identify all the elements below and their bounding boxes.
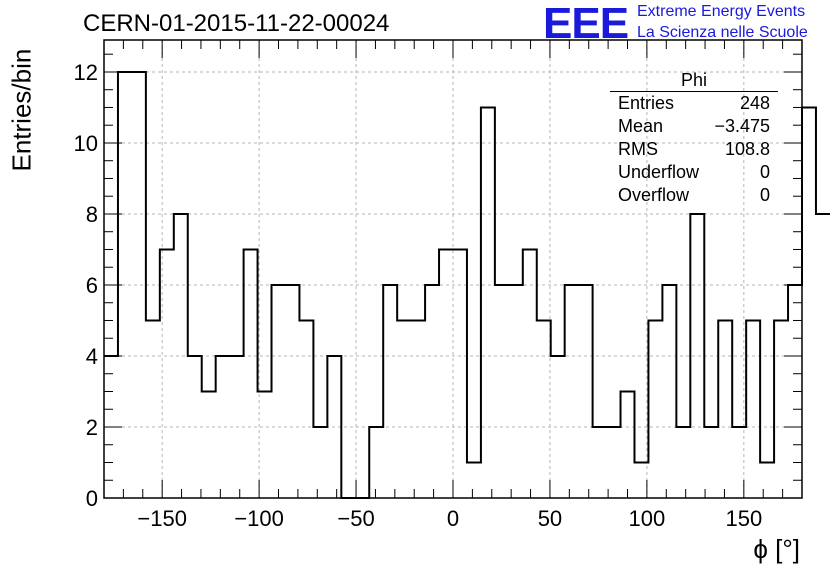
histogram-bin xyxy=(132,72,146,498)
histogram-bin xyxy=(746,320,760,498)
stats-row: Overflow 0 xyxy=(610,184,778,207)
stats-label: Mean xyxy=(618,116,664,136)
y-tick-label: 12 xyxy=(74,60,98,85)
histogram-bin xyxy=(272,285,286,498)
histogram-bin xyxy=(160,249,174,498)
histogram-bin xyxy=(662,285,676,498)
stats-row: Entries 248 xyxy=(610,92,778,115)
histogram-bin xyxy=(802,107,816,498)
x-tick-label: 100 xyxy=(629,506,666,531)
histogram-bin xyxy=(425,285,439,498)
x-tick-label: −50 xyxy=(337,506,374,531)
histogram-bin xyxy=(593,427,607,498)
histogram-bin xyxy=(439,249,453,498)
histogram-bin xyxy=(537,320,551,498)
x-tick-label: −150 xyxy=(137,506,187,531)
stats-value: 0 xyxy=(759,185,770,205)
x-tick-label: 150 xyxy=(725,506,762,531)
histogram-bin xyxy=(523,249,537,498)
histogram-bin xyxy=(258,391,272,498)
histogram-bin xyxy=(718,320,732,498)
histogram-bin xyxy=(202,391,216,498)
histogram-outline xyxy=(104,70,830,499)
histogram-bin xyxy=(244,249,258,498)
histogram-bin xyxy=(690,214,704,498)
histogram-bin xyxy=(230,356,244,498)
histogram-bin xyxy=(174,214,188,498)
histogram-bin xyxy=(146,320,160,498)
stats-row: Underflow 0 xyxy=(610,161,778,184)
y-tick-label: 4 xyxy=(86,344,98,369)
histogram-bin xyxy=(579,285,593,498)
stats-value: 108.8 xyxy=(724,139,770,159)
y-tick-label: 6 xyxy=(86,273,98,298)
stats-row: Mean −3.475 xyxy=(610,115,778,138)
y-tick-label: 8 xyxy=(86,202,98,227)
stats-box: Phi Entries 248 Mean −3.475 RMS 108.8 Un… xyxy=(610,70,778,207)
y-tick-label: 2 xyxy=(86,415,98,440)
stats-value: 0 xyxy=(759,162,770,182)
y-tick-label: 0 xyxy=(86,486,98,511)
stats-label: Underflow xyxy=(618,162,700,182)
histogram-bin xyxy=(299,320,313,498)
histogram-bin xyxy=(676,427,690,498)
histogram-bin xyxy=(634,462,648,498)
stats-value: −3.475 xyxy=(714,116,770,136)
histogram-bin xyxy=(607,427,621,498)
x-tick-label: 0 xyxy=(447,506,459,531)
histogram-bin xyxy=(369,427,383,498)
histogram-bin xyxy=(816,214,830,498)
histogram-bin xyxy=(313,427,327,498)
histogram-bin xyxy=(411,320,425,498)
y-tick-label: 10 xyxy=(74,131,98,156)
histogram-bin xyxy=(509,285,523,498)
histogram-bin xyxy=(453,249,467,498)
histogram-bin xyxy=(188,356,202,498)
histogram-bin xyxy=(285,285,299,498)
histogram-bin xyxy=(551,356,565,498)
histogram-bin xyxy=(565,285,579,498)
histogram-bin xyxy=(774,320,788,498)
stats-label: Overflow xyxy=(618,185,690,205)
stats-box-title: Phi xyxy=(610,70,778,92)
x-tick-label: −100 xyxy=(234,506,284,531)
stats-row: RMS 108.8 xyxy=(610,138,778,161)
x-axis-label: ϕ [°] xyxy=(753,534,800,564)
chart-title: CERN-01-2015-11-22-00024 xyxy=(83,10,390,37)
logo-tagline-2: La Scienza nelle Scuole xyxy=(637,24,808,41)
histogram-bin xyxy=(760,462,774,498)
histogram-bin xyxy=(397,320,411,498)
histogram-bin xyxy=(621,391,635,498)
histogram-bin xyxy=(648,320,662,498)
histogram-bin xyxy=(495,285,509,498)
y-axis-label: Entries/bin xyxy=(6,48,37,172)
histogram-bin xyxy=(216,356,230,498)
histogram-bin xyxy=(467,462,481,498)
stats-label: Entries xyxy=(618,93,675,113)
histogram-bin xyxy=(481,107,495,498)
histogram-bin xyxy=(383,285,397,498)
logo-tagline-1: Extreme Energy Events xyxy=(637,3,806,20)
stats-value: 248 xyxy=(739,93,770,113)
stats-label: RMS xyxy=(618,139,658,159)
x-tick-label: 50 xyxy=(538,506,562,531)
histogram-bin xyxy=(704,427,718,498)
histogram-bin xyxy=(327,356,341,498)
